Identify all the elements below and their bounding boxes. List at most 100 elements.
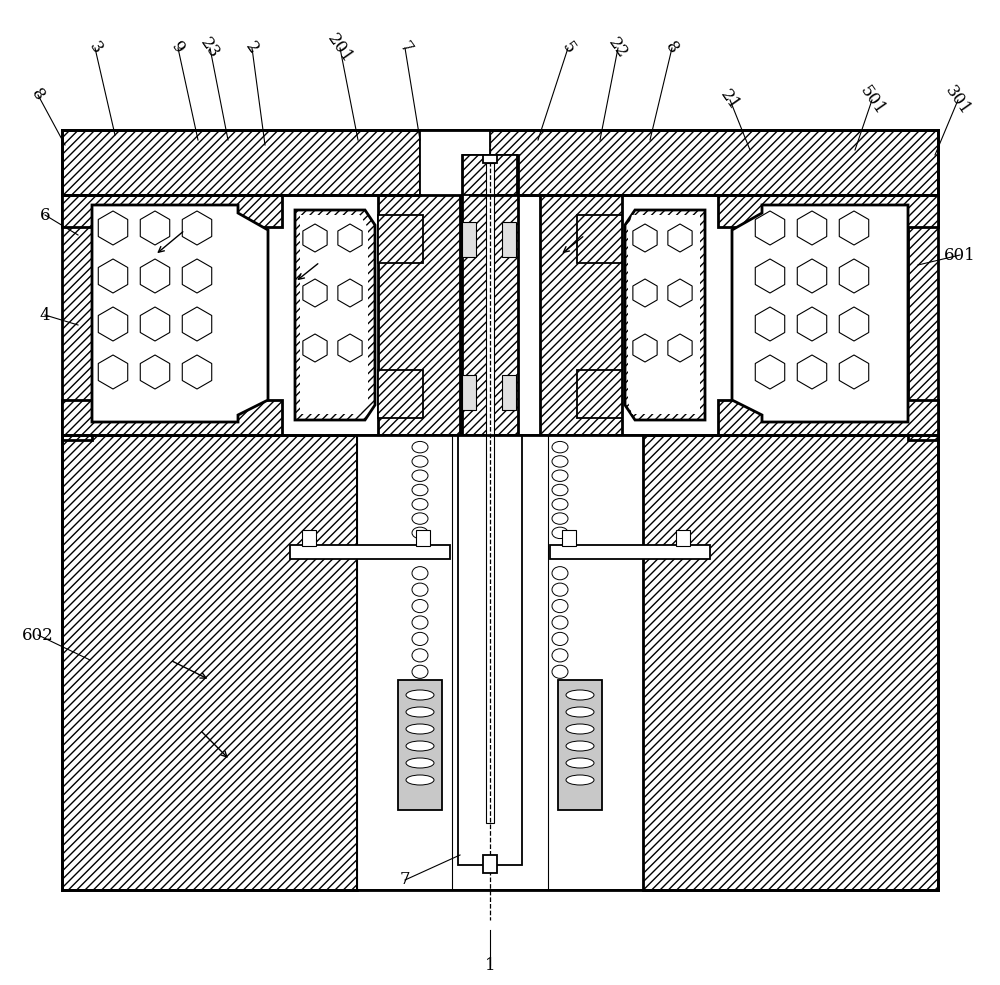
Polygon shape xyxy=(140,211,170,245)
Ellipse shape xyxy=(566,741,594,751)
Polygon shape xyxy=(303,334,327,362)
Bar xyxy=(483,855,497,873)
Bar xyxy=(718,195,938,227)
Ellipse shape xyxy=(412,566,428,580)
Polygon shape xyxy=(300,215,368,414)
Ellipse shape xyxy=(552,485,568,495)
Polygon shape xyxy=(182,211,212,245)
Bar xyxy=(502,375,516,410)
Text: 5: 5 xyxy=(558,38,578,57)
Ellipse shape xyxy=(412,527,428,539)
Polygon shape xyxy=(633,334,657,362)
Ellipse shape xyxy=(406,758,434,768)
Polygon shape xyxy=(628,215,700,414)
Bar xyxy=(378,370,423,418)
Bar xyxy=(550,545,710,559)
Text: 3: 3 xyxy=(85,38,105,57)
Ellipse shape xyxy=(412,470,428,482)
Ellipse shape xyxy=(412,485,428,495)
Ellipse shape xyxy=(412,649,428,662)
Ellipse shape xyxy=(412,513,428,524)
Ellipse shape xyxy=(406,724,434,734)
Text: 201: 201 xyxy=(324,31,356,66)
Ellipse shape xyxy=(412,498,428,510)
Polygon shape xyxy=(839,259,869,293)
Bar xyxy=(577,215,622,263)
Ellipse shape xyxy=(552,470,568,482)
Ellipse shape xyxy=(412,665,428,679)
Ellipse shape xyxy=(412,632,428,645)
Bar xyxy=(676,530,690,546)
Polygon shape xyxy=(668,224,692,252)
Ellipse shape xyxy=(412,441,428,453)
Polygon shape xyxy=(668,279,692,307)
Polygon shape xyxy=(625,210,705,420)
Bar xyxy=(62,130,420,195)
Ellipse shape xyxy=(552,498,568,510)
Polygon shape xyxy=(295,210,375,420)
Ellipse shape xyxy=(412,600,428,613)
Ellipse shape xyxy=(552,649,568,662)
Polygon shape xyxy=(633,279,657,307)
Ellipse shape xyxy=(412,616,428,629)
Bar xyxy=(458,435,522,865)
Polygon shape xyxy=(755,307,785,341)
Polygon shape xyxy=(140,355,170,389)
Ellipse shape xyxy=(552,441,568,453)
Polygon shape xyxy=(755,355,785,389)
Polygon shape xyxy=(338,334,362,362)
Polygon shape xyxy=(98,211,128,245)
Bar xyxy=(562,530,576,546)
Bar xyxy=(718,400,938,435)
Bar xyxy=(62,400,282,435)
Polygon shape xyxy=(732,205,908,422)
Bar xyxy=(548,435,643,890)
Ellipse shape xyxy=(552,583,568,596)
Bar xyxy=(643,435,938,890)
Bar xyxy=(302,530,316,546)
Bar xyxy=(416,530,430,546)
Bar xyxy=(462,222,476,257)
Polygon shape xyxy=(182,259,212,293)
Bar xyxy=(378,195,460,435)
Text: 4: 4 xyxy=(40,306,50,323)
Bar xyxy=(540,195,622,435)
Ellipse shape xyxy=(406,690,434,700)
Bar xyxy=(62,195,282,227)
Ellipse shape xyxy=(412,583,428,596)
Text: 6: 6 xyxy=(40,207,50,224)
Bar xyxy=(462,155,518,435)
Polygon shape xyxy=(98,259,128,293)
Polygon shape xyxy=(668,334,692,362)
Ellipse shape xyxy=(412,456,428,467)
Ellipse shape xyxy=(552,600,568,613)
Text: 1: 1 xyxy=(485,956,495,973)
Text: 22: 22 xyxy=(605,34,631,62)
Bar xyxy=(486,163,494,823)
Ellipse shape xyxy=(566,758,594,768)
Ellipse shape xyxy=(406,707,434,717)
Polygon shape xyxy=(755,259,785,293)
Polygon shape xyxy=(140,307,170,341)
Polygon shape xyxy=(839,355,869,389)
Ellipse shape xyxy=(406,775,434,785)
Polygon shape xyxy=(797,259,827,293)
Bar xyxy=(462,375,476,410)
Polygon shape xyxy=(839,211,869,245)
Bar xyxy=(378,215,423,263)
Polygon shape xyxy=(98,355,128,389)
Polygon shape xyxy=(338,279,362,307)
Polygon shape xyxy=(797,307,827,341)
Polygon shape xyxy=(839,307,869,341)
Polygon shape xyxy=(140,259,170,293)
Text: 23: 23 xyxy=(197,34,223,62)
Ellipse shape xyxy=(552,665,568,679)
Text: 8: 8 xyxy=(28,86,48,104)
Bar xyxy=(290,545,450,559)
Polygon shape xyxy=(92,205,268,422)
Ellipse shape xyxy=(566,707,594,717)
Bar xyxy=(420,130,490,195)
Polygon shape xyxy=(182,307,212,341)
Bar xyxy=(470,130,938,195)
Ellipse shape xyxy=(566,724,594,734)
